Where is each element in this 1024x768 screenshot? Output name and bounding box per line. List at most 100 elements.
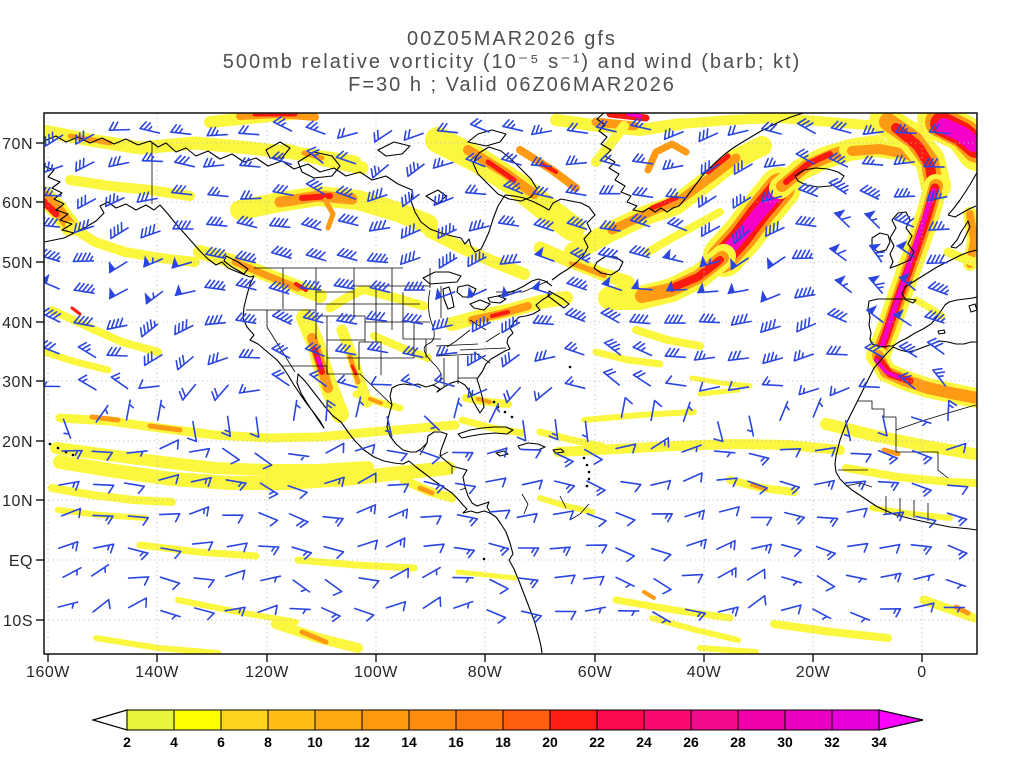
lat-axis-label: 30N <box>2 374 33 391</box>
colorbar-tick-label: 2 <box>123 734 131 750</box>
title-line-1: 00Z05MAR2026 gfs <box>407 28 617 50</box>
vorticity-streak <box>424 226 530 280</box>
colorbar-segment <box>831 709 880 731</box>
vorticity-streak <box>881 447 901 457</box>
lat-axis-label: 70N <box>2 136 33 153</box>
colorbar-segment <box>361 709 410 731</box>
coastline <box>297 151 341 179</box>
map-border <box>43 112 978 655</box>
vorticity-streak <box>89 414 121 423</box>
coastline <box>552 448 565 454</box>
vorticity-streak <box>874 358 900 379</box>
vorticity-streak <box>591 121 629 167</box>
coastline <box>834 346 977 531</box>
colorbar-tick-label: 24 <box>636 734 652 750</box>
lon-axis-label: 160W <box>26 664 70 681</box>
vorticity-streak <box>458 416 526 437</box>
lat-axis-label: 20N <box>2 434 33 451</box>
coastline <box>410 192 596 281</box>
island-dot <box>510 415 514 419</box>
vorticity-streak <box>697 645 759 654</box>
island-dot <box>492 400 496 404</box>
vorticity-streak <box>44 348 112 374</box>
border-line <box>446 329 471 348</box>
colorbar-tick-label: 12 <box>354 734 370 750</box>
wind-barbs <box>44 116 969 624</box>
colorbar-segment <box>126 709 175 731</box>
vorticity-streak <box>48 306 162 356</box>
vorticity-streak <box>644 208 724 256</box>
coastline <box>497 278 553 297</box>
vorticity-streak <box>322 197 336 231</box>
vorticity-streak <box>912 296 946 320</box>
grid-lines <box>44 113 977 654</box>
colorbar-tick-label: 14 <box>401 734 417 750</box>
vorticity-streak <box>50 442 374 476</box>
island-dot <box>587 470 591 474</box>
lon-axis-label: 0 <box>917 664 926 681</box>
island-dot <box>482 557 486 561</box>
colorbar-tick-label: 4 <box>170 734 178 750</box>
vorticity-streak <box>642 590 656 600</box>
vorticity-streak <box>350 364 358 376</box>
coastlines <box>44 113 977 654</box>
coastline <box>422 271 462 285</box>
vorticity-streak <box>581 409 697 423</box>
colorbar-tick-label: 6 <box>217 734 225 750</box>
coastline <box>947 205 977 218</box>
lat-axis-label: EQ <box>9 553 33 570</box>
coastline <box>467 129 507 147</box>
coastline <box>389 293 552 414</box>
vorticity-streak <box>44 198 60 218</box>
coastline <box>950 220 971 249</box>
border-line <box>569 503 590 521</box>
coastline <box>377 141 411 157</box>
border-line <box>266 310 296 373</box>
vorticity-streak <box>53 455 455 490</box>
vorticity-streak <box>70 306 82 316</box>
title-line-2: 500mb relative vorticity (10⁻⁵ s⁻¹) and … <box>222 51 802 73</box>
vorticity-streak <box>370 332 432 362</box>
island-dot <box>568 365 572 369</box>
colorbar-segment <box>690 709 739 731</box>
vorticity-streak <box>136 541 260 560</box>
island-dot <box>582 456 586 460</box>
vorticity-streak <box>649 195 679 211</box>
vorticity-streak <box>316 356 323 369</box>
colorbar-segment <box>267 709 316 731</box>
coastline <box>457 426 514 439</box>
coastline <box>547 290 570 309</box>
vorticity-streak <box>644 140 690 174</box>
vorticity-streak <box>592 348 664 368</box>
border-line <box>419 442 428 456</box>
colorbar-tick-label: 18 <box>495 734 511 750</box>
lon-axis-label: 80W <box>468 664 503 681</box>
coastline <box>227 267 543 654</box>
vorticity-streak <box>569 260 607 278</box>
vorticity-streak <box>231 258 302 292</box>
colorbar-segment <box>173 709 222 731</box>
colorbar-segment <box>784 709 833 731</box>
vorticity-streak <box>65 175 195 201</box>
vorticity-streak <box>689 375 753 389</box>
border-line <box>469 319 487 331</box>
coastline <box>44 165 75 243</box>
coastline <box>968 303 977 313</box>
colorbar-segment <box>408 709 457 731</box>
border-line <box>459 347 507 351</box>
lon-axis-label: 140W <box>135 664 179 681</box>
border-line <box>521 493 529 515</box>
vorticity-streak <box>668 256 724 292</box>
colorbar-tick-label: 26 <box>683 734 699 750</box>
colorbar-segment <box>455 709 504 731</box>
vorticity-streak <box>476 397 492 404</box>
island-dot <box>56 446 60 450</box>
vorticity-streak <box>455 569 518 581</box>
vorticity-streak <box>536 428 606 450</box>
colorbar-over-arrow <box>878 709 924 731</box>
border-line <box>359 341 382 375</box>
colorbar-segment <box>220 709 269 731</box>
colorbar: 2 4 6 8 10 12 14 16 18 20 22 24 26 28 30 32 34 <box>90 709 924 750</box>
